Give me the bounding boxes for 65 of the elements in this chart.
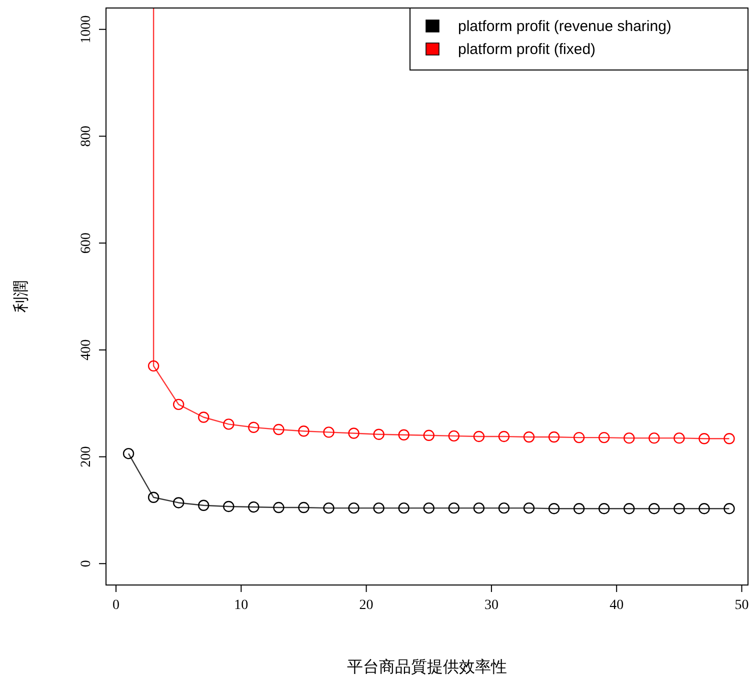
x-tick-label: 0 <box>112 598 120 613</box>
y-tick-label: 400 <box>79 339 94 360</box>
point <box>198 412 210 423</box>
point <box>624 432 635 444</box>
y-tick-label: 0 <box>79 560 94 568</box>
point <box>172 497 184 508</box>
x-tick-label: 50 <box>734 598 749 613</box>
point <box>248 422 260 433</box>
point <box>198 500 210 511</box>
point <box>473 502 485 514</box>
x-tick-label: 10 <box>234 598 248 613</box>
y-tick-label: 800 <box>79 126 94 147</box>
point <box>323 502 334 514</box>
point <box>598 432 610 444</box>
x-axis-title: 平台商品質提供效率性 <box>347 658 507 676</box>
point <box>498 502 510 514</box>
legend-label: platform profit (revenue sharing) <box>458 18 672 35</box>
point <box>122 448 134 460</box>
point <box>273 502 284 514</box>
point <box>423 430 434 442</box>
point <box>698 503 710 514</box>
point <box>398 429 410 440</box>
point <box>648 503 660 514</box>
point <box>348 428 360 439</box>
y-axis-title: 利潤 <box>12 280 30 312</box>
point <box>248 501 260 513</box>
y-tick-label: 1000 <box>79 15 94 44</box>
point <box>373 502 384 514</box>
point <box>724 433 735 444</box>
point <box>223 418 234 430</box>
point <box>674 503 685 514</box>
point <box>172 398 184 410</box>
point <box>573 503 585 514</box>
point <box>298 426 310 437</box>
point <box>423 502 434 514</box>
point <box>523 502 535 514</box>
point <box>548 503 560 514</box>
point <box>674 432 685 444</box>
point <box>348 502 360 514</box>
point <box>648 432 660 444</box>
point <box>523 431 535 443</box>
point <box>398 502 410 514</box>
point <box>724 503 735 514</box>
point <box>273 424 284 436</box>
point <box>448 502 460 514</box>
y-tick-label: 600 <box>79 232 94 254</box>
point <box>148 492 160 503</box>
point <box>624 503 635 514</box>
point <box>573 432 585 444</box>
point <box>548 431 560 443</box>
x-tick-label: 20 <box>359 598 374 613</box>
point <box>298 502 310 514</box>
legend-label: platform profit (fixed) <box>458 41 596 58</box>
x-tick-label: 30 <box>484 598 498 613</box>
point <box>223 500 234 512</box>
point <box>373 428 384 440</box>
point <box>698 433 710 444</box>
point <box>473 430 485 442</box>
point <box>323 426 334 438</box>
point <box>148 360 160 372</box>
point <box>448 430 460 442</box>
x-tick-label: 40 <box>610 598 624 613</box>
point <box>598 503 610 514</box>
y-tick-label: 200 <box>79 446 94 468</box>
point <box>498 430 510 442</box>
